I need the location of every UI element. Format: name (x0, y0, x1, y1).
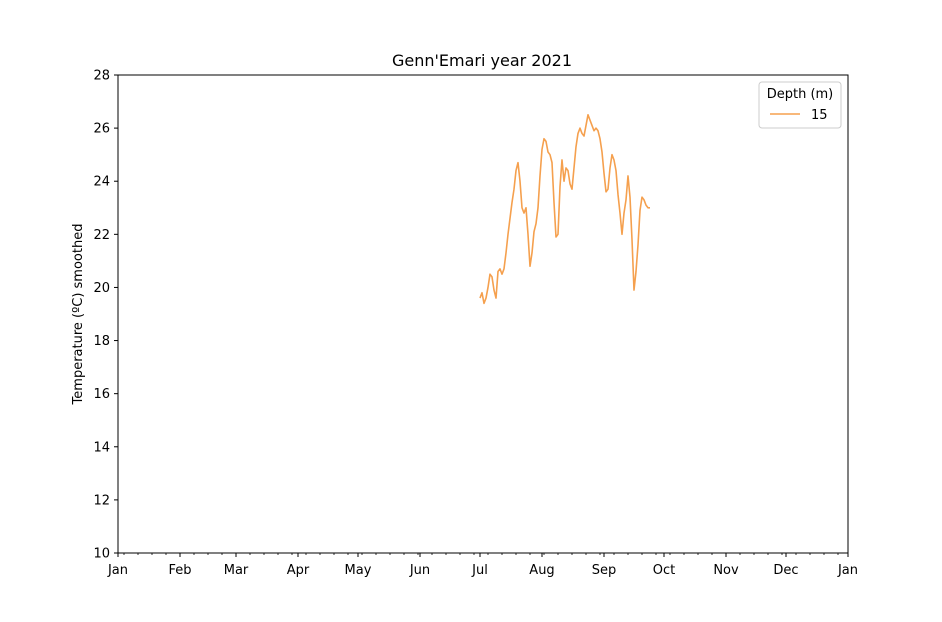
x-tick-label: Oct (653, 563, 675, 578)
x-tick-label: May (345, 563, 372, 578)
x-tick-label: Feb (168, 563, 191, 578)
y-tick-label: 24 (93, 175, 110, 190)
x-tick-label: Dec (773, 563, 798, 578)
x-tick-label: Mar (224, 563, 249, 578)
x-tick-label: Aug (529, 563, 554, 578)
x-tick-label: Nov (713, 563, 739, 578)
legend-box (758, 81, 842, 129)
y-tick-label: 12 (93, 493, 110, 508)
y-tick-label: 26 (93, 122, 110, 137)
legend-entry-label: 15 (811, 108, 828, 123)
x-tick-label: Jan (837, 563, 858, 578)
plot-frame (117, 74, 849, 554)
chart-title: Genn'Emari year 2021 (392, 51, 572, 70)
axes: 10 12 14 16 18 20 22 24 26 28 Jan Feb Mar Apr May Jun Ju… (93, 69, 858, 579)
x-tick-label: Jul (471, 563, 488, 578)
x-tick-label: Apr (287, 563, 310, 578)
x-tick-label: Jan (107, 563, 128, 578)
x-tick-label: Sep (592, 563, 617, 578)
y-tick-label: 22 (93, 228, 110, 243)
y-tick-label: 18 (93, 334, 110, 349)
y-tick-label: 28 (93, 69, 110, 84)
legend-title: Depth (m) (767, 87, 834, 102)
plot-area (479, 114, 650, 305)
legend: Depth (m) 15 (758, 81, 842, 129)
y-axis-label: Temperature (ºC) smoothed (71, 224, 86, 406)
y-tick-label: 14 (93, 440, 110, 455)
series-line-15 (479, 114, 650, 305)
y-tick-label: 10 (93, 547, 110, 562)
x-tick-label: Jun (409, 563, 430, 578)
y-tick-label: 20 (93, 281, 110, 296)
y-tick-label: 16 (93, 387, 110, 402)
